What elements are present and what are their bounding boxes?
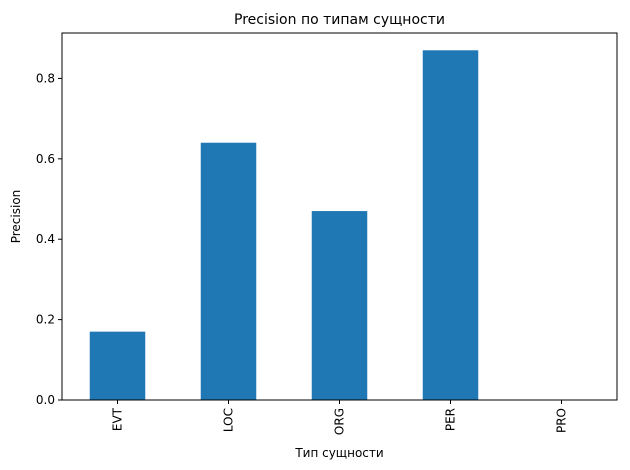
- bar-org: [311, 211, 368, 400]
- plot-frame: [61, 32, 618, 401]
- x-tick-label: LOC: [222, 408, 236, 432]
- y-tick-label: 0.2: [36, 313, 55, 327]
- bars-group: [89, 50, 479, 400]
- bar-evt: [89, 331, 146, 400]
- x-axis-label: Тип сущности: [294, 446, 383, 460]
- bar-per: [422, 50, 479, 400]
- x-tick-label: PRO: [555, 408, 569, 433]
- y-tick-label: 0.0: [36, 393, 55, 407]
- chart-title: Precision по типам сущности: [234, 12, 445, 28]
- bar-loc: [200, 142, 257, 400]
- y-tick-label: 0.8: [36, 71, 55, 85]
- x-tick-label: PER: [444, 408, 458, 431]
- y-axis: 0.0 0.2 0.4 0.6 0.8: [36, 71, 62, 407]
- y-tick-label: 0.4: [36, 232, 55, 246]
- x-tick-label: EVT: [111, 407, 125, 431]
- y-tick-label: 0.6: [36, 152, 55, 166]
- x-tick-label: ORG: [333, 408, 347, 435]
- y-axis-label: Precision: [9, 190, 23, 244]
- x-axis: EVT LOC ORG PER PRO: [111, 400, 569, 435]
